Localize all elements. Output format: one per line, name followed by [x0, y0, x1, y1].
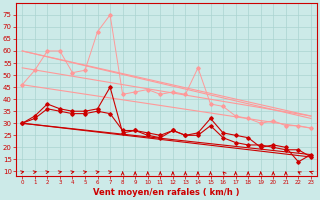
X-axis label: Vent moyen/en rafales ( km/h ): Vent moyen/en rafales ( km/h )	[93, 188, 240, 197]
